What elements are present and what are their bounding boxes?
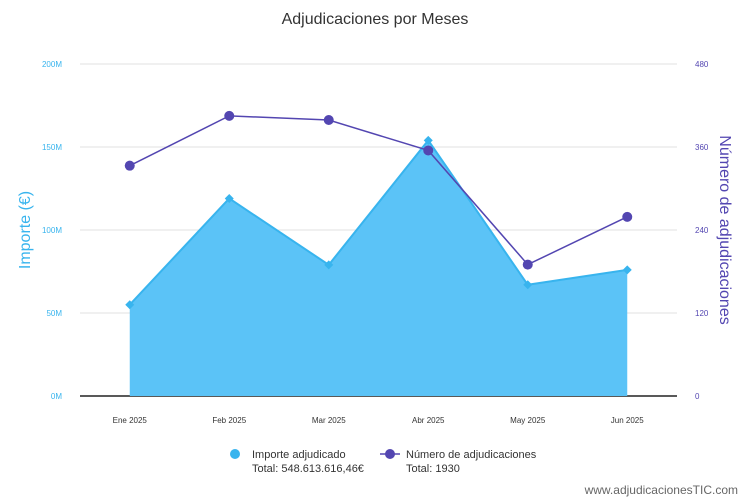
x-tick-label: May 2025 [510, 416, 546, 425]
adjudicaciones-point[interactable] [522, 259, 533, 270]
left-tick-label: 0M [51, 392, 62, 401]
importe-area-series [125, 135, 632, 396]
x-axis-ticks: Ene 2025 Feb 2025 Mar 2025 Abr 2025 May 2025… [113, 416, 645, 425]
x-tick-label: Mar 2025 [312, 416, 346, 425]
left-axis-title: Importe (€) [17, 191, 34, 269]
right-axis-title: Número de adjudicaciones [716, 135, 733, 324]
left-tick-label: 50M [46, 309, 62, 318]
importe-point[interactable] [423, 135, 433, 145]
adjudicaciones-line-series [124, 110, 633, 270]
right-tick-label: 120 [695, 309, 709, 318]
legend-total-importe: Total: 548.613.616,46€ [252, 463, 364, 475]
x-tick-label: Ene 2025 [113, 416, 148, 425]
importe-point[interactable] [523, 280, 533, 290]
importe-point[interactable] [324, 260, 334, 270]
adjudicaciones-point[interactable] [423, 145, 434, 156]
legend-marker-importe [230, 449, 240, 459]
adjudicaciones-point[interactable] [124, 160, 135, 171]
importe-area-outline [129, 138, 628, 306]
right-tick-label: 0 [695, 392, 700, 401]
right-axis-ticks: 0 120 240 360 480 [695, 60, 709, 401]
left-tick-label: 200M [42, 60, 62, 69]
legend-item-adjudicaciones[interactable]: Número de adjudicaciones Total: 1930 [380, 449, 537, 475]
x-tick-label: Abr 2025 [412, 416, 445, 425]
right-tick-label: 480 [695, 60, 709, 69]
legend-label-importe: Importe adjudicado [252, 449, 346, 461]
legend: Importe adjudicado Total: 548.613.616,46… [230, 449, 537, 475]
chart-title: Adjudicaciones por Meses [282, 11, 469, 28]
x-tick-label: Feb 2025 [212, 416, 246, 425]
legend-item-importe[interactable]: Importe adjudicado Total: 548.613.616,46… [230, 449, 364, 475]
legend-total-adjudicaciones: Total: 1930 [406, 463, 460, 475]
left-tick-label: 150M [42, 143, 62, 152]
importe-area-fill [129, 140, 628, 396]
legend-marker-adjudicaciones [385, 449, 395, 459]
importe-point[interactable] [224, 193, 234, 203]
credit-link[interactable]: www.adjudicacionesTIC.com [584, 483, 738, 497]
right-tick-label: 360 [695, 143, 709, 152]
left-tick-label: 100M [42, 226, 62, 235]
adjudicaciones-point[interactable] [622, 211, 633, 222]
adjudicaciones-point[interactable] [224, 110, 235, 121]
right-tick-label: 240 [695, 226, 709, 235]
importe-point[interactable] [622, 265, 632, 275]
adjudicaciones-line [129, 115, 628, 266]
adjudicaciones-point[interactable] [323, 115, 334, 126]
legend-label-adjudicaciones: Número de adjudicaciones [406, 449, 537, 461]
x-tick-label: Jun 2025 [611, 416, 644, 425]
left-axis-ticks: 0M 50M 100M 150M 200M [42, 60, 62, 401]
importe-point[interactable] [125, 300, 135, 310]
